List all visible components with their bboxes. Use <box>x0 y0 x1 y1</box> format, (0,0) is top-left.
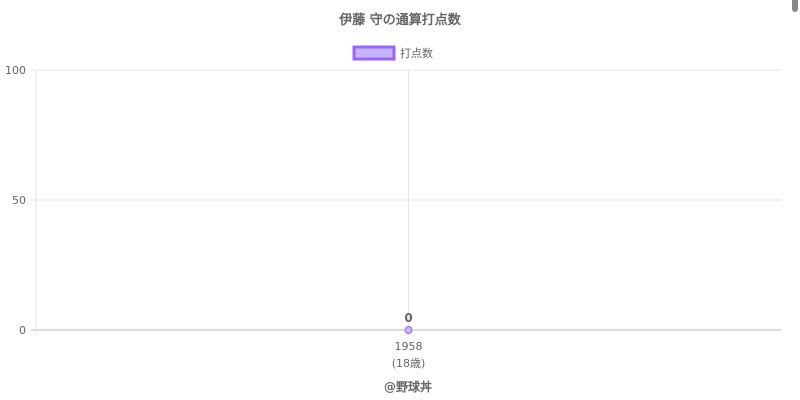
data-point <box>404 326 413 334</box>
y-tick-label: 50 <box>12 194 26 207</box>
x-tick-label: 1958 <box>395 340 423 353</box>
footer-credit: @野球丼 <box>384 379 432 394</box>
scrollbar[interactable] <box>792 0 798 12</box>
y-tick-label: 0 <box>19 324 26 337</box>
chart-title: 伊藤 守の通算打点数 <box>338 12 462 28</box>
legend-label: 打点数 <box>400 46 433 60</box>
legend[interactable]: 打点数 <box>352 45 433 61</box>
data-label: 0 <box>404 311 412 325</box>
legend-swatch <box>352 45 396 61</box>
y-tick-label: 100 <box>5 64 26 77</box>
x-tick-sublabel: (18歳) <box>392 357 426 370</box>
